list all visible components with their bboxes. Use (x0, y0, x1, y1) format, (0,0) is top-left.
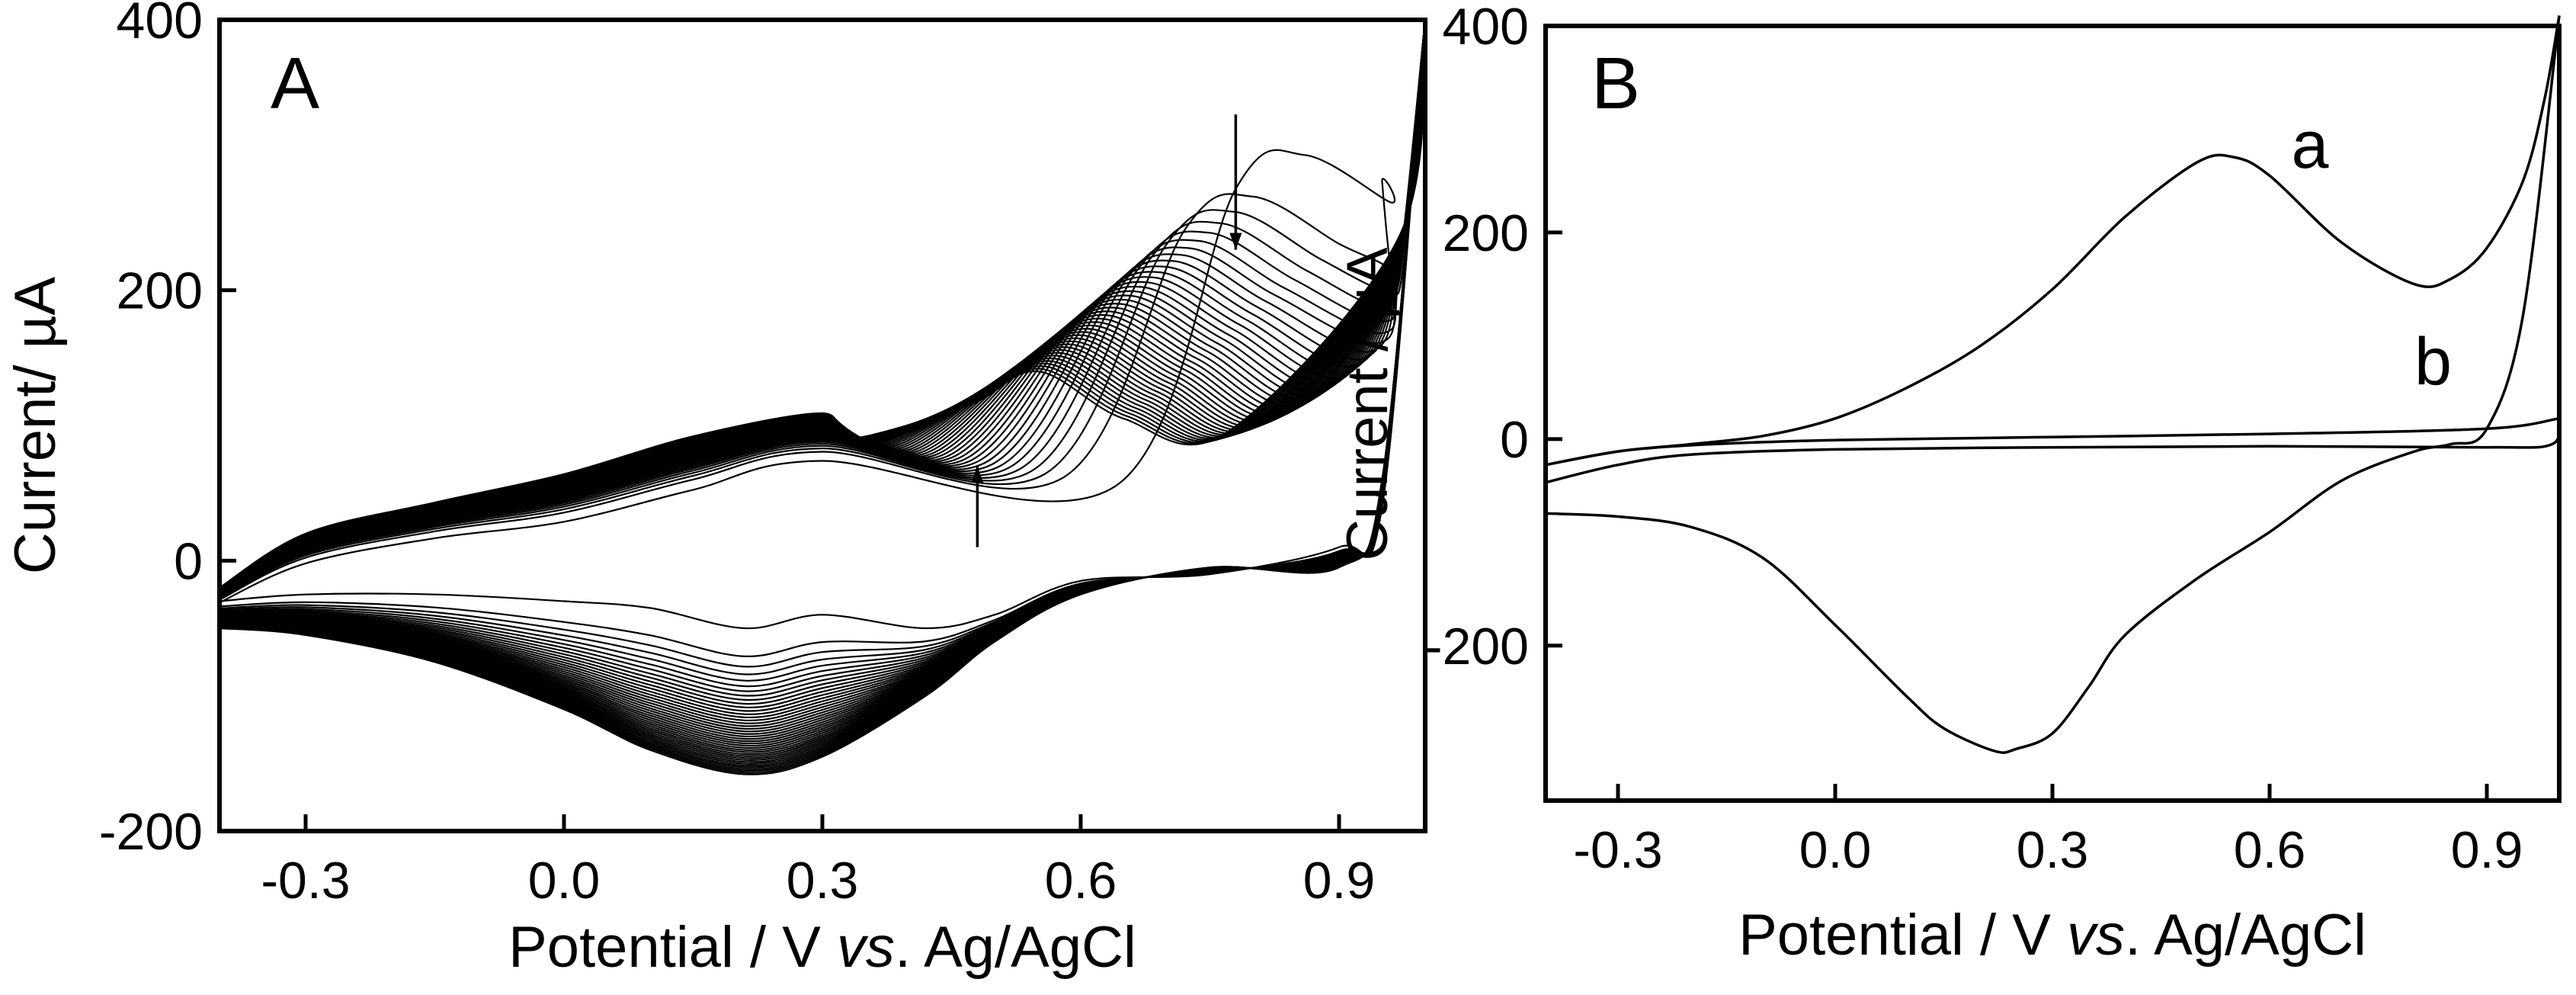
panel-a-cycle-cathodic (219, 19, 1427, 657)
panel-a-cycle-cathodic (219, 19, 1427, 701)
panel-b-y-tick-label: 400 (1443, 0, 1529, 56)
panel-b-y-tick-label: 0 (1500, 411, 1529, 469)
panel-a-x-tick-label: 0.3 (787, 852, 859, 910)
panel-a-cycle-anodic (219, 19, 1427, 591)
panel-a-cycle-anodic (219, 19, 1427, 594)
panel-a-cycle-anodic (219, 19, 1427, 590)
panel-a-cycle-cathodic (219, 19, 1427, 775)
panel-a-cycle-cathodic (219, 19, 1427, 712)
panel-a-cycle-anodic (219, 19, 1427, 589)
panel-a-chart: -0.3 0.0 0.3 0.6 0.9 -200 0 200 400 A Potential… (3, 0, 1427, 980)
curve-a-label: a (2292, 107, 2329, 182)
panel-a-cycle-anodic (219, 19, 1427, 592)
panel-a-cycle-anodic (219, 19, 1427, 596)
panel-b-x-ticks: -0.3 0.0 0.3 0.6 0.9 (1573, 784, 2523, 879)
panel-a-curves (219, 19, 1427, 775)
curve-b-cathodic (1545, 418, 2562, 484)
curve-b-label: b (2414, 323, 2452, 399)
panel-a-x-axis-title: Potential / V vs. Ag/AgCl (508, 915, 1136, 980)
panel-b-x-tick-label: 0.3 (2017, 821, 2089, 879)
panel-a-cycle-anodic (219, 19, 1427, 589)
panel-a-cycle-cathodic (219, 19, 1427, 772)
panel-a-cycle-anodic (219, 19, 1427, 595)
panel-a-x-tick-label: -0.3 (261, 852, 350, 910)
panel-a-cycle-anodic (219, 19, 1427, 593)
panel-a-cycle-cathodic (219, 19, 1427, 770)
panel-a-cycle-cathodic (219, 19, 1427, 692)
panel-a-cycle-anodic (219, 19, 1427, 592)
panel-a-cycle-anodic (219, 19, 1427, 594)
panel-a-arrows (971, 114, 1242, 547)
panel-b-plot-frame (1543, 24, 2562, 803)
panel-a-cycle-anodic (219, 19, 1427, 590)
panel-a-x-ticks: -0.3 0.0 0.3 0.6 0.9 (261, 814, 1375, 910)
x-axis-title-part-1: Potential / V (1738, 903, 2067, 968)
panel-a-cycle-anodic (219, 19, 1427, 590)
panel-a-cycle-anodic (219, 19, 1427, 592)
panel-a-x-tick-label: 0.6 (1045, 852, 1117, 910)
panel-a-cycle-cathodic (219, 19, 1427, 769)
panel-b-y-tick-label: 200 (1443, 204, 1529, 262)
panel-a-cycle-anodic (219, 19, 1427, 593)
panel-a-cycle-anodic (219, 19, 1427, 594)
panel-b-x-tick-label: 0.6 (2234, 821, 2306, 879)
panel-a-cycle-anodic (219, 19, 1427, 596)
panel-a-cycle-anodic (219, 19, 1427, 592)
panel-a-cycle-anodic (219, 19, 1427, 595)
x-axis-title-italic: vs (837, 915, 895, 980)
panel-b-x-tick-label: 0.0 (1799, 821, 1872, 879)
panel-a-cycle-anodic (219, 19, 1427, 592)
panel-a-cycle-anodic (219, 19, 1427, 595)
panel-b-curves (1545, 15, 2562, 754)
panel-a-y-tick-label: -200 (99, 803, 203, 861)
panel-a-cycle-anodic (219, 19, 1427, 591)
panel-a-cycle-cathodic (219, 19, 1427, 682)
panel-a-cycle-cathodic (219, 19, 1427, 727)
panel-b-x-axis-title: Potential / V vs. Ag/AgCl (1738, 903, 2366, 968)
panel-a-cycle-anodic (219, 19, 1427, 595)
panel-a-cycle-anodic (219, 19, 1427, 589)
panel-a-cycle-anodic (219, 19, 1427, 590)
panel-a-y-axis-title: Current/ µA (3, 277, 68, 574)
panel-a-cycle-anodic (219, 19, 1427, 604)
curve-b-anodic (1545, 417, 2560, 467)
panel-b-chart: -0.3 0.0 0.3 0.6 0.9 -200 0 200 400 B Potential… (1335, 0, 2562, 968)
panel-b-y-tick-label: -200 (1425, 618, 1529, 676)
x-axis-title-italic: vs (2067, 903, 2125, 968)
panel-a-y-ticks: -200 0 200 400 (99, 0, 236, 861)
panel-a-y-tick-label: 400 (117, 0, 203, 50)
panel-a-y-tick-label: 0 (174, 532, 203, 590)
panel-a-cycle-anodic (219, 19, 1427, 592)
panel-a-cycle-anodic (219, 19, 1427, 593)
panel-a-x-tick-label: 0.0 (528, 852, 601, 910)
x-axis-title-part-3: . Ag/AgCl (2125, 903, 2366, 968)
panel-a-x-tick-label: 0.9 (1303, 852, 1376, 910)
panel-b-label: B (1591, 43, 1640, 124)
curve-a-cathodic (1545, 15, 2561, 754)
panel-b-x-tick-label: 0.9 (2451, 821, 2523, 879)
arrow-head-down (1229, 233, 1242, 250)
panel-b-x-tick-label: -0.3 (1573, 821, 1662, 879)
panel-a-cycle-anodic (219, 19, 1427, 592)
panel-a-cycle-anodic (219, 19, 1427, 591)
panel-a-label: A (271, 43, 319, 124)
x-axis-title-part-3: . Ag/AgCl (895, 915, 1136, 980)
panel-b-y-axis-title: Current / µA (1335, 247, 1400, 561)
panel-a-cycle-anodic (219, 19, 1427, 589)
panel-a-cycle-anodic (219, 19, 1427, 589)
x-axis-title-part-1: Potential / V (508, 915, 837, 980)
panel-b-y-ticks: -200 0 200 400 (1425, 0, 1562, 676)
panel-a-cycle-cathodic (219, 19, 1427, 676)
panel-a-cycle-cathodic (219, 19, 1427, 630)
arrow-head-up (971, 466, 984, 483)
curve-a-anodic (1545, 15, 2561, 467)
panel-a-y-tick-label: 200 (117, 262, 203, 320)
panel-a-cycle-anodic (219, 19, 1427, 589)
